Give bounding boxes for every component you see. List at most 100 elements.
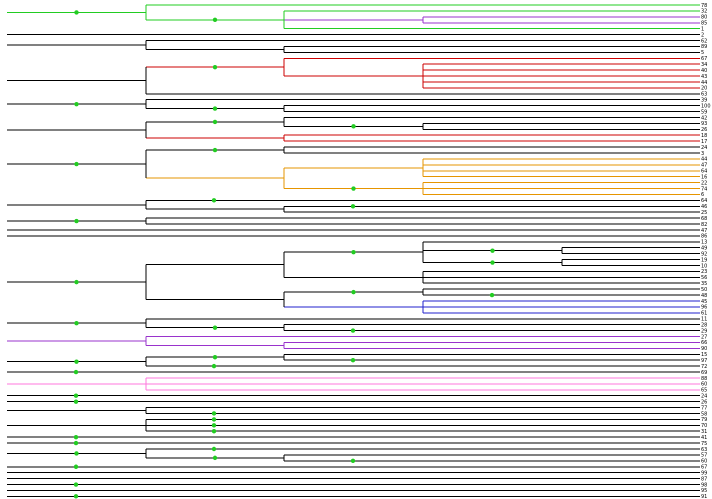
bootstrap-support-dot <box>211 429 217 434</box>
leaf-label: 47 <box>701 163 707 169</box>
leaf-label: 70 <box>701 423 707 429</box>
leaf-label: 6 <box>701 192 704 198</box>
bootstrap-support-dot <box>490 248 495 253</box>
leaf-label: 34 <box>701 62 707 68</box>
tree-nodes <box>73 10 495 499</box>
leaf-label: 18 <box>701 133 707 139</box>
leaf-label: 60 <box>701 382 707 388</box>
leaf-label: 99 <box>701 470 707 476</box>
leaf-label: 56 <box>701 275 707 281</box>
leaf-label: 49 <box>701 246 707 252</box>
leaf-label: 86 <box>701 234 707 240</box>
leaf-label: 64 <box>701 198 707 204</box>
bootstrap-support-dot <box>73 393 79 398</box>
bootstrap-support-dot <box>74 279 79 285</box>
bootstrap-support-dot <box>212 325 218 330</box>
bootstrap-support-dot <box>74 451 79 456</box>
leaf-label: 26 <box>701 127 707 133</box>
leaf-label: 41 <box>701 435 707 441</box>
leaf-label: 63 <box>701 92 707 98</box>
leaf-label: 63 <box>701 447 707 453</box>
bootstrap-support-dot <box>74 359 79 364</box>
leaf-label: 16 <box>701 174 707 180</box>
leaf-label: 82 <box>701 222 707 228</box>
leaf-label: 31 <box>701 429 707 435</box>
leaf-label: 39 <box>701 98 707 104</box>
leaf-label: 35 <box>701 281 707 287</box>
leaf-label: 95 <box>701 488 707 494</box>
leaf-label: 1 <box>701 26 704 32</box>
leaf-label: 74 <box>701 186 707 192</box>
leaf-label: 5 <box>701 50 704 56</box>
leaf-label: 15 <box>701 352 707 358</box>
bootstrap-support-dot <box>211 446 217 452</box>
leaf-label: 91 <box>701 494 707 499</box>
leaf-label: 46 <box>701 204 707 210</box>
leaf-label: 58 <box>701 411 707 417</box>
bootstrap-support-dot <box>351 124 356 129</box>
leaf-label: 87 <box>701 476 707 482</box>
leaf-label: 85 <box>701 21 707 27</box>
bootstrap-support-dot <box>74 321 79 326</box>
leaf-label: 20 <box>701 86 707 92</box>
leaf-label: 17 <box>701 139 707 145</box>
leaf-label: 67 <box>701 56 707 62</box>
bootstrap-support-dot <box>489 292 495 298</box>
bootstrap-support-dot <box>74 161 79 167</box>
bootstrap-support-dot <box>74 218 79 224</box>
leaf-label: 24 <box>701 394 707 400</box>
leaf-label: 92 <box>701 251 707 257</box>
bootstrap-support-dot <box>74 10 79 15</box>
leaf-label: 24 <box>701 145 707 151</box>
leaf-label: 44 <box>701 157 707 163</box>
leaf-label: 44 <box>701 80 707 86</box>
leaf-label: 2 <box>701 32 704 38</box>
leaf-label: 65 <box>701 388 707 394</box>
bootstrap-support-dot <box>73 399 79 404</box>
leaf-label: 80 <box>701 15 707 21</box>
bootstrap-support-dot <box>212 147 218 153</box>
bootstrap-support-dot <box>212 355 218 360</box>
bootstrap-support-dot <box>350 204 356 209</box>
bootstrap-support-dot <box>73 369 79 375</box>
leaf-label: 60 <box>701 459 707 465</box>
leaf-label: 32 <box>701 9 707 15</box>
leaf-label: 23 <box>701 269 707 275</box>
leaf-label: 69 <box>701 370 707 376</box>
bootstrap-support-dot <box>73 464 79 469</box>
leaf-label: 96 <box>701 305 707 311</box>
leaf-label: 28 <box>701 322 707 328</box>
bootstrap-support-dot <box>490 260 495 265</box>
bootstrap-support-dot <box>350 328 356 333</box>
bootstrap-support-dot <box>73 482 79 487</box>
bootstrap-support-dot <box>212 455 218 461</box>
bootstrap-support-dot <box>212 17 218 22</box>
bootstrap-support-dot <box>351 249 356 255</box>
leaf-label: 50 <box>701 287 707 293</box>
bootstrap-support-dot <box>73 434 79 440</box>
bootstrap-support-dot <box>212 106 218 111</box>
leaf-label: 42 <box>701 115 707 121</box>
leaf-label: 25 <box>701 210 707 216</box>
bootstrap-support-dot <box>211 411 217 416</box>
leaf-label: 93 <box>701 121 707 127</box>
bootstrap-support-dot <box>351 289 356 295</box>
leaf-label: 79 <box>701 417 707 423</box>
leaf-label: 47 <box>701 228 707 234</box>
leaf-label: 27 <box>701 334 707 340</box>
leaf-label: 11 <box>701 317 707 323</box>
leaf-label: 10 <box>701 263 707 269</box>
leaf-label: 64 <box>701 169 707 175</box>
leaf-label: 100 <box>701 103 711 109</box>
leaf-label: 61 <box>701 311 707 317</box>
leaf-label: 13 <box>701 240 707 246</box>
bootstrap-support-dot <box>211 417 217 422</box>
bootstrap-support-dot <box>73 494 79 499</box>
leaf-label: 26 <box>701 399 707 405</box>
tree-edges <box>7 4 700 497</box>
leaf-label: 3 <box>701 151 704 157</box>
leaf-label: 68 <box>701 216 707 222</box>
leaf-label: 59 <box>701 109 707 115</box>
bootstrap-support-dot <box>351 186 356 191</box>
